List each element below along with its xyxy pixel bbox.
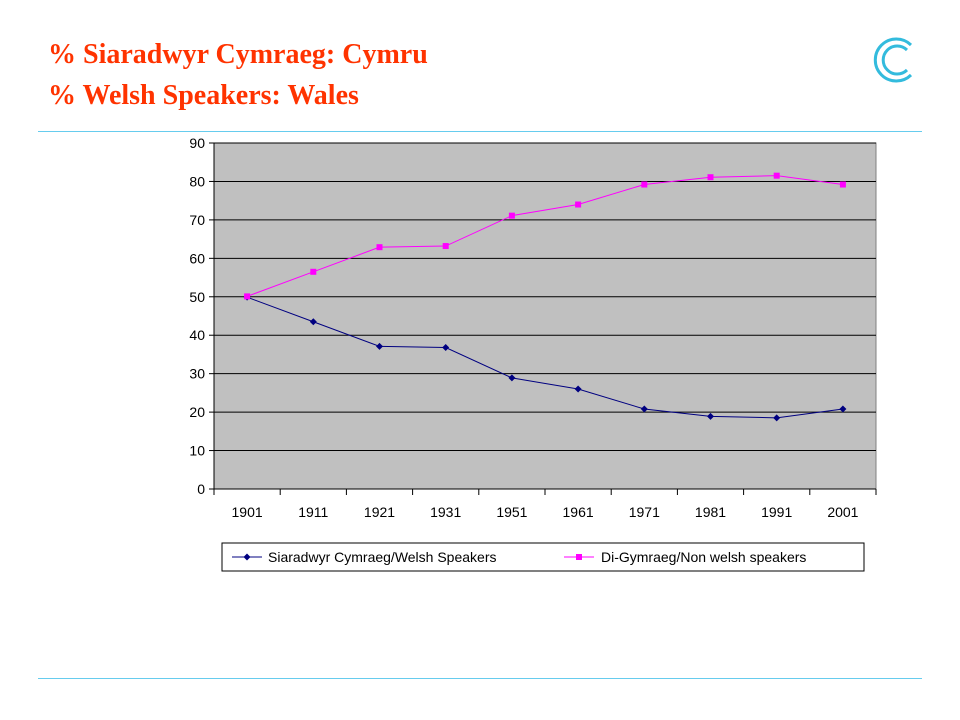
- data-point-series-1: [640, 405, 648, 413]
- legend-box: [221, 542, 865, 572]
- legend-label-1: Siaradwyr Cymraeg/Welsh Speakers: [268, 549, 497, 565]
- x-tick-label: 2001: [827, 504, 858, 520]
- data-point-series-1: [376, 342, 383, 350]
- data-point-series-1: [309, 318, 317, 326]
- data-point-series-2: [707, 174, 714, 181]
- series-line-1: [246, 296, 843, 419]
- x-tick-label: 1951: [496, 504, 527, 520]
- x-tick-label: 1921: [364, 504, 395, 520]
- y-tick-label: 10: [189, 443, 205, 459]
- legend-marker-1: [243, 553, 251, 561]
- data-point-series-2: [773, 172, 780, 179]
- data-point-series-1: [839, 405, 847, 413]
- data-point-series-2: [575, 201, 582, 208]
- legend-marker-2: [576, 554, 582, 560]
- data-point-series-2: [641, 181, 648, 188]
- y-tick-label: 0: [197, 481, 205, 497]
- data-point-series-2: [376, 244, 383, 251]
- x-tick-label: 1901: [232, 504, 263, 520]
- data-point-series-2: [442, 243, 449, 250]
- x-tick-label: 1971: [629, 504, 660, 520]
- data-point-series-1: [707, 412, 714, 420]
- title-welsh: % Siaradwyr Cymraeg: Cymru: [48, 39, 428, 70]
- y-tick-label: 40: [189, 327, 205, 343]
- y-tick-label: 70: [189, 212, 205, 228]
- data-point-series-1: [773, 414, 781, 422]
- top-divider: [38, 131, 922, 132]
- x-tick-label: 1961: [563, 504, 594, 520]
- plot-area: [213, 142, 877, 490]
- x-tick-label: 1981: [695, 504, 726, 520]
- x-tick-label: 1931: [430, 504, 461, 520]
- x-tick-label: 1911: [298, 504, 328, 520]
- legend-label-2: Di-Gymraeg/Non welsh speakers: [601, 549, 806, 565]
- series-line-2: [246, 175, 843, 297]
- data-point-series-1: [508, 374, 516, 382]
- title-english: % Welsh Speakers: Wales: [48, 80, 359, 111]
- data-point-series-2: [839, 181, 846, 188]
- slide-title: % Siaradwyr Cymraeg: Cymru % Welsh Speak…: [48, 34, 428, 116]
- y-tick-label: 60: [189, 250, 205, 266]
- data-point-series-2: [508, 212, 515, 219]
- y-tick-label: 20: [189, 404, 205, 420]
- data-point-series-1: [574, 385, 582, 393]
- x-tick-label: 1991: [761, 504, 792, 520]
- data-point-series-1: [442, 344, 450, 352]
- y-tick-label: 30: [189, 366, 205, 382]
- concentric-c-logo-icon: [873, 37, 913, 83]
- data-point-series-2: [244, 293, 251, 300]
- y-tick-label: 50: [189, 289, 205, 305]
- bottom-divider: [38, 678, 922, 679]
- data-point-series-2: [310, 268, 317, 275]
- y-tick-label: 90: [189, 135, 205, 151]
- y-tick-label: 80: [189, 173, 205, 189]
